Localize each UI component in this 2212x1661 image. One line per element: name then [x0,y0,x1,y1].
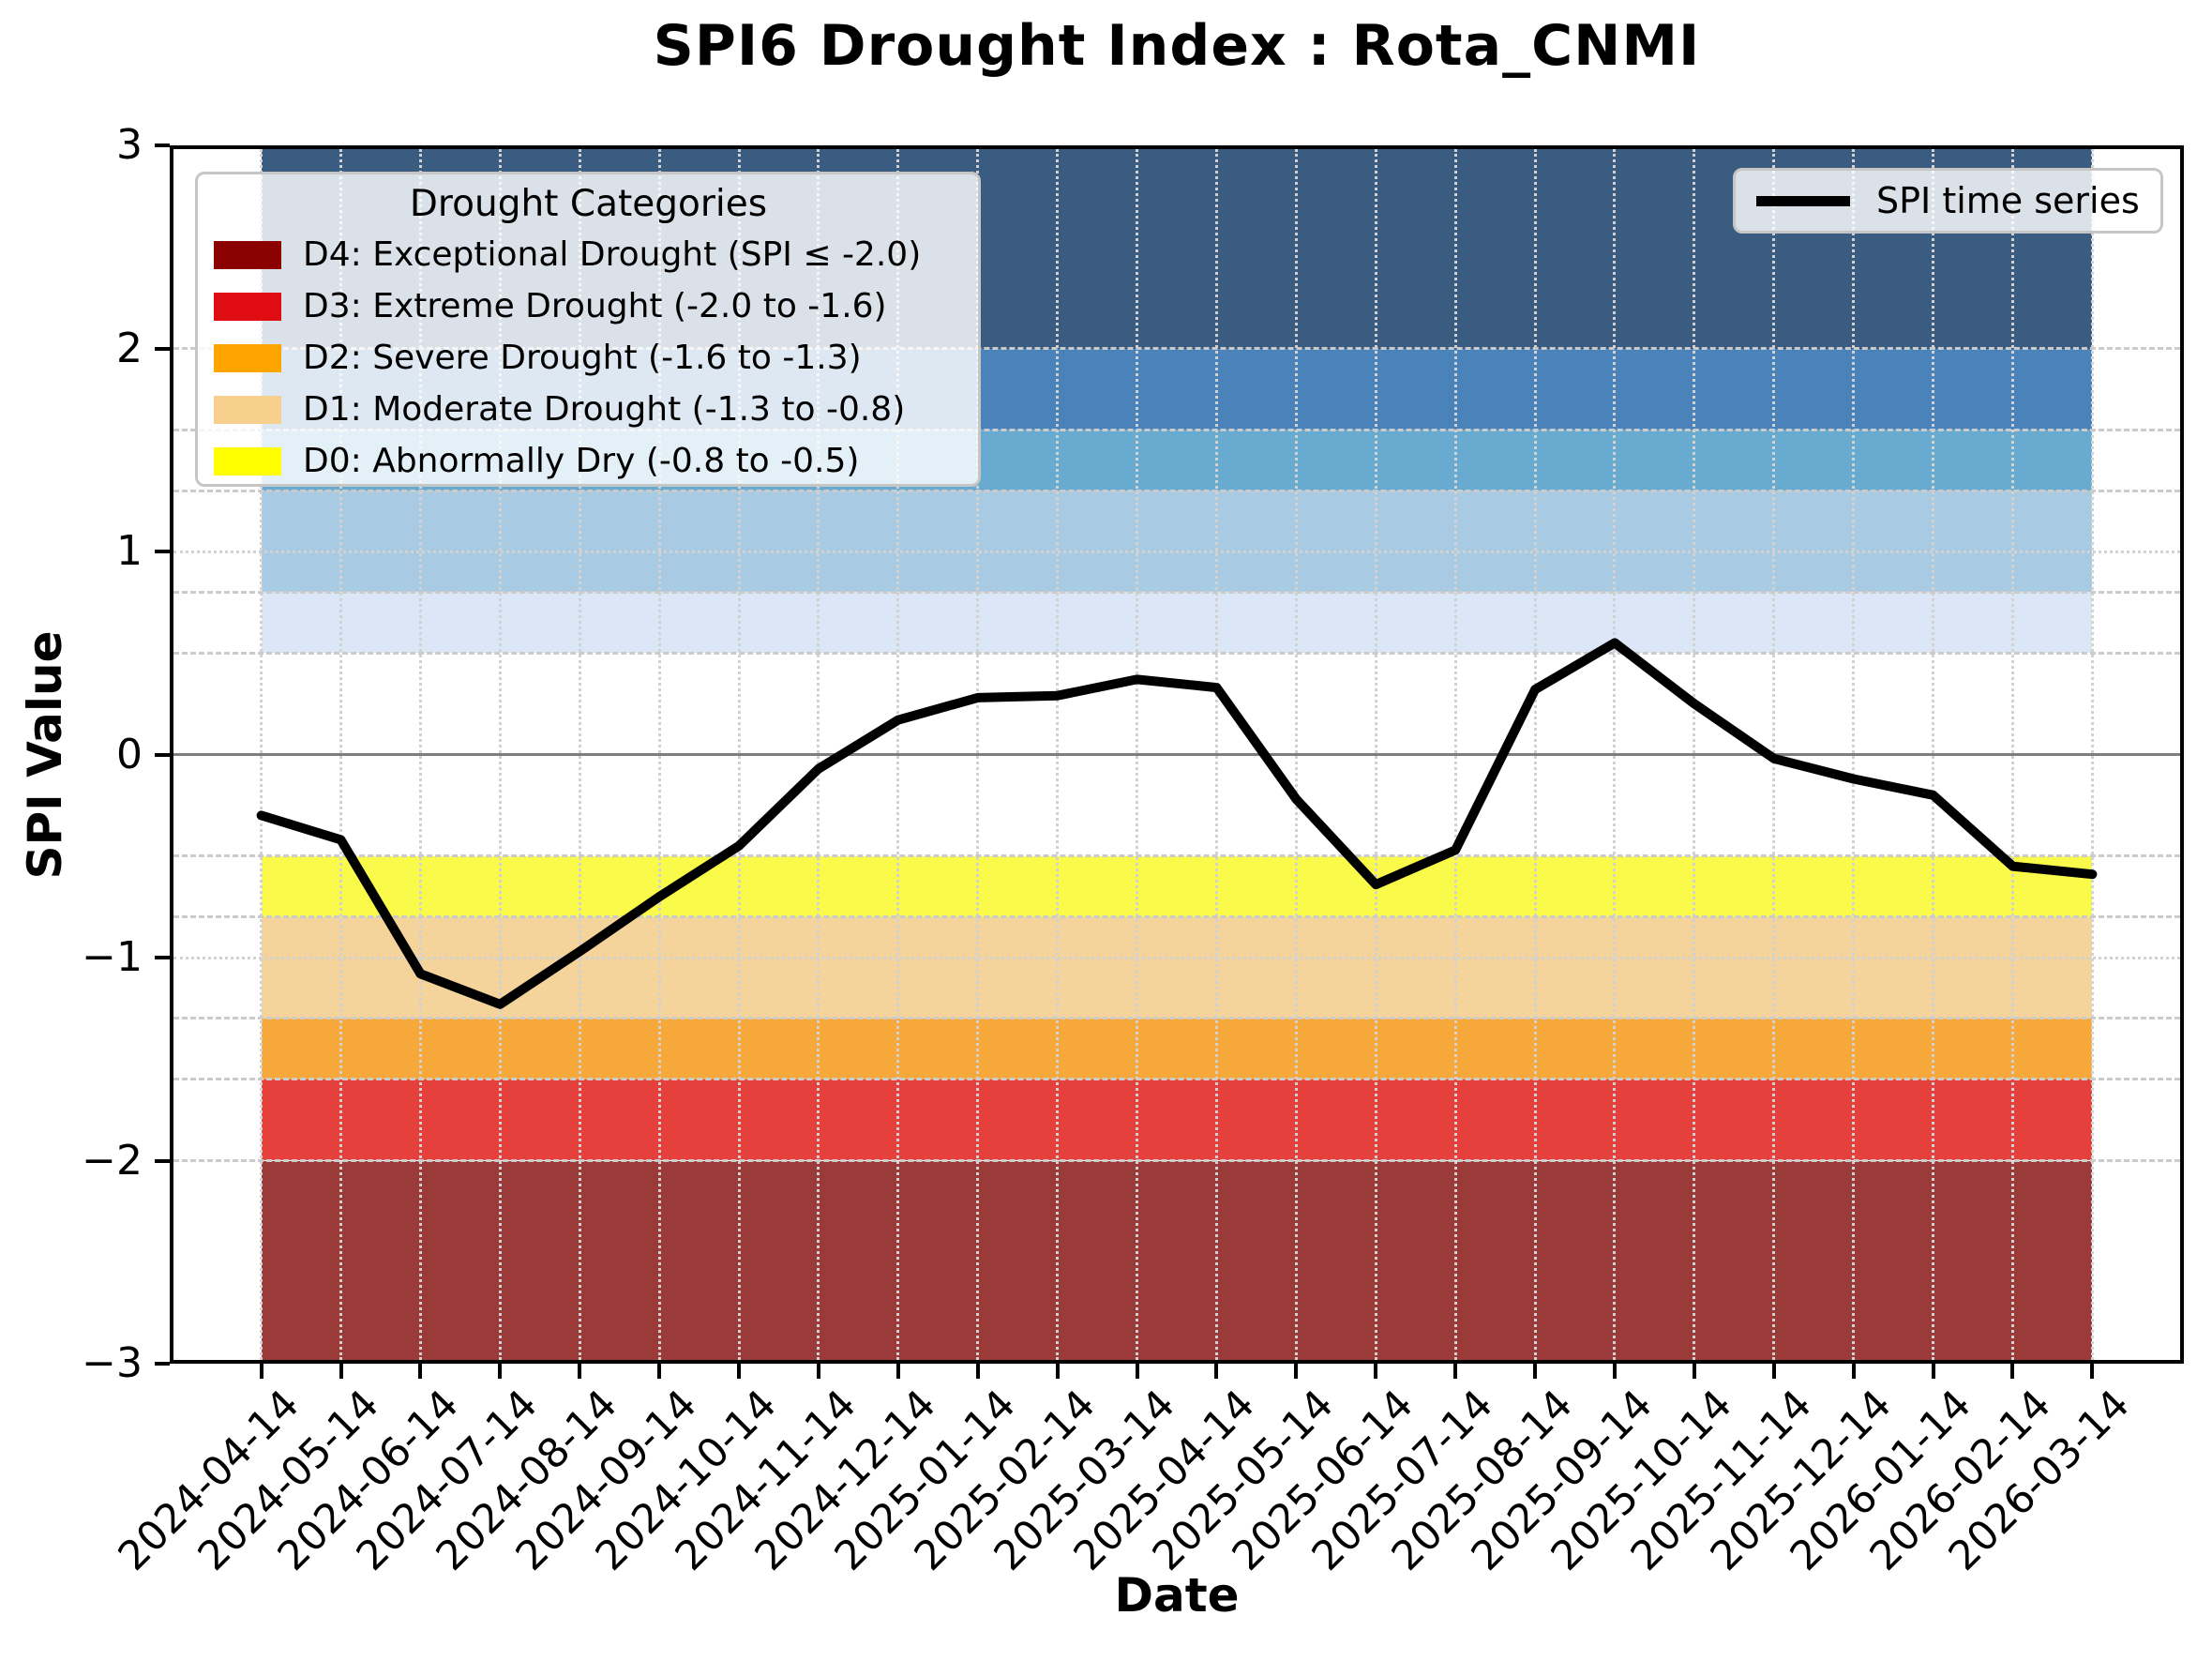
xtick-2025-07-14 [1453,1364,1458,1379]
legend-rows: D4: Exceptional Drought (SPI ≤ -2.0) D3: … [214,229,963,487]
legend-title: Drought Categories [409,183,768,225]
xtick-2025-11-14 [1771,1364,1776,1379]
hgrid-dashed-0.8 [173,590,2180,594]
xtick-2025-04-14 [1214,1364,1219,1379]
xtick-2025-01-14 [975,1364,980,1379]
band-D4 [261,1160,2093,1364]
ytick-0 [155,752,170,757]
band-D2 [261,1018,2093,1080]
legend-item-D4: D4: Exceptional Drought (SPI ≤ -2.0) [214,229,963,280]
hgrid-dashed-1.6 [173,428,2180,431]
legend-item-D2: D2: Severe Drought (-1.6 to -1.3) [214,332,963,384]
ytick-1 [155,550,170,553]
ytick-−1 [155,956,170,959]
xtick-2026-03-14 [2090,1364,2095,1379]
ytick-label-0: 0 [116,730,143,778]
hgrid-dashed--1.6 [173,1078,2180,1081]
ytick-label-1: 1 [116,527,143,575]
legend-item-D0: D0: Abnormally Dry (-0.8 to -0.5) [214,435,963,487]
ytick-−3 [155,1362,170,1366]
xtick-2024-08-14 [578,1364,582,1379]
ytick-2 [155,346,170,351]
drought-categories-legend: Drought Categories D4: Exceptional Droug… [195,172,981,487]
ytick-3 [155,143,170,147]
xtick-2025-08-14 [1533,1364,1538,1379]
ytick-label-3: 3 [116,121,143,169]
x-axis-label: Date [1114,1568,1240,1623]
band-W1 [261,491,2093,593]
hgrid-dashed--2 [173,1159,2180,1162]
xtick-2024-12-14 [895,1364,900,1379]
xtick-2025-06-14 [1374,1364,1378,1379]
legend-item-label-D0: D0: Abnormally Dry (-0.8 to -0.5) [303,441,860,480]
spi-series-legend: SPI time series [1733,168,2163,234]
legend-item-D3: D3: Extreme Drought (-2.0 to -1.6) [214,280,963,332]
legend-item-label-D2: D2: Severe Drought (-1.6 to -1.3) [303,338,862,377]
legend-item-label-D4: D4: Exceptional Drought (SPI ≤ -2.0) [303,234,922,274]
ytick-label-−1: −1 [82,933,143,981]
legend-swatch-D1 [214,395,281,424]
ytick-label-−2: −2 [82,1136,143,1185]
xtick-2024-11-14 [816,1364,820,1379]
legend-item-D1: D1: Moderate Drought (-1.3 to -0.8) [214,384,963,435]
xtick-2024-10-14 [737,1364,742,1379]
spi-series-legend-label: SPI time series [1876,180,2140,221]
hgrid-dashed-2 [173,347,2180,350]
xtick-2024-06-14 [418,1364,423,1379]
plot-area [170,145,2184,1364]
xtick-2025-02-14 [1055,1364,1060,1379]
xtick-2025-10-14 [1692,1364,1696,1379]
xtick-2024-04-14 [259,1364,263,1379]
legend-item-label-D3: D3: Extreme Drought (-2.0 to -1.6) [303,286,887,325]
legend-swatch-D4 [214,240,281,269]
xtick-2024-07-14 [498,1364,503,1379]
band-D3 [261,1079,2093,1161]
ytick-label-−3: −3 [82,1339,143,1387]
xtick-2024-09-14 [657,1364,662,1379]
legend-swatch-D2 [214,343,281,372]
xtick-2025-09-14 [1612,1364,1617,1379]
hgrid-dashed--1.3 [173,1017,2180,1020]
ytick-−2 [155,1158,170,1163]
ytick-label-2: 2 [116,324,143,372]
legend-item-label-D1: D1: Moderate Drought (-1.3 to -0.8) [303,389,906,429]
xtick-2026-02-14 [2010,1364,2015,1379]
xtick-2025-12-14 [1851,1364,1856,1379]
hgrid-dashed-1.3 [173,489,2180,492]
hgrid-dotted-1 [173,550,2180,553]
spi-line-swatch [1756,195,1850,206]
legend-swatch-D3 [214,292,281,321]
legend-swatch-D0 [214,446,281,476]
xtick-2025-05-14 [1294,1364,1299,1379]
xtick-2024-05-14 [339,1364,343,1379]
xtick-2026-01-14 [1931,1364,1935,1379]
chart-title: SPI6 Drought Index : Rota_CNMI [653,13,1701,79]
xtick-2025-03-14 [1135,1364,1139,1379]
